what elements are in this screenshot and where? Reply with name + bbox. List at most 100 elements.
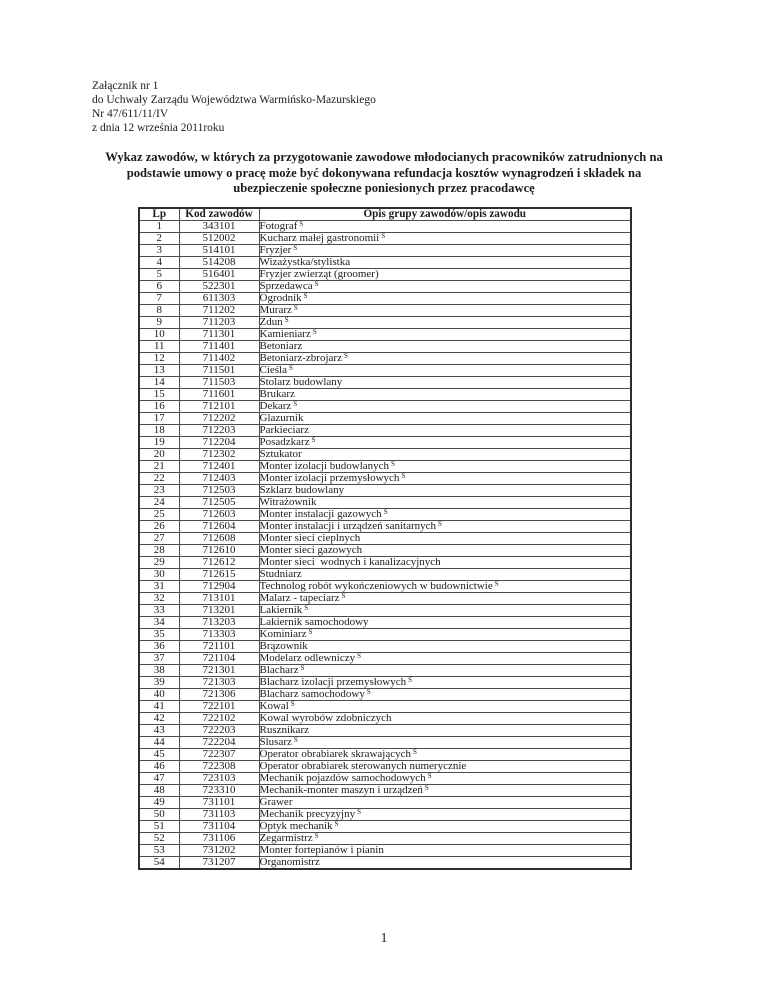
title-line: podstawie umowy o pracę może być dokonyw… (126, 165, 642, 180)
attachment-header: Załącznik nr 1 do Uchwały Zarządu Wojewó… (92, 79, 376, 135)
table-row: 41 722101 Kowal S (138, 700, 632, 713)
title-line: Wykaz zawodów, w których za przygotowani… (105, 150, 663, 164)
cell-opis: Szklarz budowlany (258, 484, 632, 497)
cell-opis: Kucharz małej gastronomii S (258, 232, 632, 245)
table-row: 8 711202 Murarz S (138, 304, 632, 317)
cell-opis: Witrażownik (258, 496, 632, 509)
occupation-name: Wizażystka/stylistka (259, 256, 351, 268)
cell-kod: 712608 (178, 532, 260, 545)
table-row: 24 712505 Witrażownik (138, 496, 632, 509)
cell-opis: Modelarz odlewniczy S (258, 652, 632, 665)
superscript-s-marker: S (334, 820, 339, 828)
cell-lp: 1 (138, 220, 180, 233)
cell-kod: 722307 (178, 748, 260, 761)
occupation-name: Monter izolacji budowlanych (259, 460, 390, 472)
occupation-name: Blacharz (259, 664, 299, 676)
table-row: 12 711402 Betoniarz-zbrojarz S (138, 352, 632, 365)
superscript-s-marker: S (308, 628, 313, 636)
cell-opis: Sztukator (258, 448, 632, 461)
cell-lp: 27 (138, 532, 180, 545)
cell-kod: 712603 (178, 508, 260, 521)
cell-lp: 30 (138, 568, 180, 581)
occupation-name: Betoniarz (259, 340, 303, 352)
cell-kod: 731103 (178, 808, 260, 821)
superscript-s-marker: S (408, 676, 413, 684)
cell-kod: 712204 (178, 436, 260, 449)
occupation-name: Betoniarz-zbrojarz (259, 352, 342, 364)
cell-lp: 15 (138, 388, 180, 401)
superscript-s-marker: S (341, 592, 346, 600)
cell-kod: 712610 (178, 544, 260, 557)
cell-kod: 711202 (178, 304, 260, 317)
cell-lp: 7 (138, 292, 180, 305)
cell-opis: Parkieciarz (258, 424, 632, 437)
superscript-s-marker: S (401, 472, 406, 480)
cell-lp: 21 (138, 460, 180, 473)
table-row: 43 722203 Rusznikarz (138, 724, 632, 737)
cell-opis: Monter instalacji gazowych S (258, 508, 632, 521)
occupation-name: Kucharz małej gastronomii (259, 232, 380, 244)
cell-kod: 731101 (178, 796, 260, 809)
cell-opis: Studniarz (258, 568, 632, 581)
occupation-name: Lakiernik (259, 604, 303, 616)
cell-lp: 43 (138, 724, 180, 737)
cell-kod: 711301 (178, 328, 260, 341)
occupation-name: Zegarmistrz (259, 832, 313, 844)
cell-lp: 38 (138, 664, 180, 677)
superscript-s-marker: S (343, 352, 348, 360)
occupation-name: Grawer (259, 796, 293, 808)
cell-kod: 722101 (178, 700, 260, 713)
cell-opis: Operator obrabiarek sterowanych numerycz… (258, 760, 632, 773)
occupation-name: Parkieciarz (259, 424, 309, 436)
cell-kod: 712401 (178, 460, 260, 473)
title-line: ubezpieczenie społeczne poniesionych prz… (233, 181, 535, 195)
header-line-attachment: Załącznik nr 1 (92, 80, 159, 92)
table-row: 40 721306 Blacharz samochodowy S (138, 688, 632, 701)
table-row: 42 722102 Kowal wyrobów zdobniczych (138, 712, 632, 725)
superscript-s-marker: S (304, 604, 309, 612)
table-row: 3 514101 Fryzjer S (138, 244, 632, 257)
table-row: 1 343101 Fotograf S (138, 220, 632, 233)
cell-kod: 721104 (178, 652, 260, 665)
occupation-name: Witrażownik (259, 496, 317, 508)
cell-opis: Betoniarz (258, 340, 632, 353)
table-row: 30 712615 Studniarz (138, 568, 632, 581)
document-title: Wykaz zawodów, w których za przygotowani… (60, 150, 708, 197)
cell-opis: Monter sieci wodnych i kanalizacyjnych (258, 556, 632, 569)
occupation-name: Modelarz odlewniczy (259, 652, 356, 664)
cell-lp: 46 (138, 760, 180, 773)
table-row: 16 712101 Dekarz S (138, 400, 632, 413)
cell-kod: 711503 (178, 376, 260, 389)
cell-lp: 9 (138, 316, 180, 329)
table-row: 26 712604 Monter instalacji i urządzeń san… (138, 520, 632, 533)
occupation-name: Stolarz budowlany (259, 376, 343, 388)
superscript-s-marker: S (314, 832, 319, 840)
cell-kod: 712612 (178, 556, 260, 569)
cell-opis: Rusznikarz (258, 724, 632, 737)
table-row: 52 731106 Zegarmistrz S (138, 832, 632, 845)
cell-lp: 40 (138, 688, 180, 701)
cell-kod: 731202 (178, 844, 260, 857)
cell-lp: 12 (138, 352, 180, 365)
superscript-s-marker: S (438, 520, 442, 528)
occupations-table: Lp Kod zawodów Opis grupy zawodów/opis z… (138, 207, 632, 870)
table-row: 15 711601 Brukarz (138, 388, 632, 401)
cell-lp: 26 (138, 520, 180, 533)
cell-opis: Dekarz S (258, 400, 632, 413)
cell-lp: 24 (138, 496, 180, 509)
cell-kod: 721306 (178, 688, 260, 701)
cell-kod: 711203 (178, 316, 260, 329)
cell-kod: 731104 (178, 820, 260, 833)
cell-kod: 721301 (178, 664, 260, 677)
cell-kod: 712505 (178, 496, 260, 509)
table-row: 13 711501 Cieśla S (138, 364, 632, 377)
table-row: 7 611303 Ogrodnik S (138, 292, 632, 305)
occupation-name: Fryzjer zwierząt (groomer) (259, 268, 379, 280)
cell-kod: 522301 (178, 280, 260, 293)
header-line-number: Nr 47/611/11/IV (92, 108, 169, 120)
cell-lp: 41 (138, 700, 180, 713)
occupation-name: Operator obrabiarek skrawających (259, 748, 411, 760)
table-row: 23 712503 Szklarz budowlany (138, 484, 632, 497)
cell-lp: 49 (138, 796, 180, 809)
cell-opis: Brukarz (258, 388, 632, 401)
